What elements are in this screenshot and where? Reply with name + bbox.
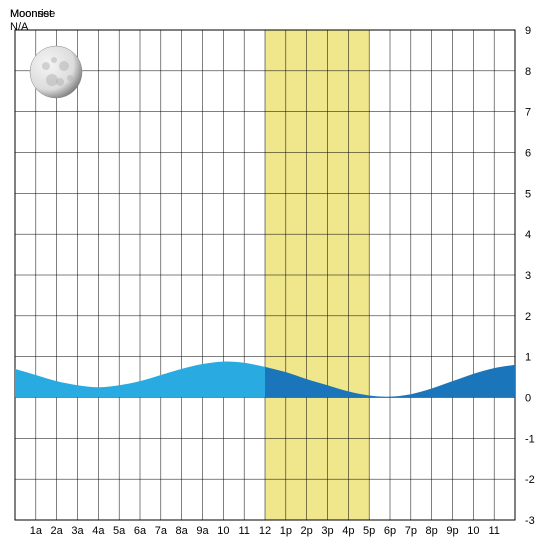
x-tick-label: 1a [30,525,43,537]
y-tick-label: 7 [525,107,531,119]
x-tick-label: 4a [92,525,105,537]
x-tick-label: 1p [280,525,292,537]
x-tick-label: 4p [342,525,354,537]
y-tick-label: 2 [525,311,531,323]
y-tick-label: 9 [525,25,531,37]
x-tick-label: 6p [384,525,396,537]
y-tick-label: 1 [525,352,531,364]
x-tick-label: 7a [155,525,168,537]
x-tick-label: 11 [488,525,499,537]
y-tick-label: 8 [525,66,531,78]
na-label: N/A [10,21,55,34]
x-tick-label: 12 [259,525,271,537]
x-tick-label: 10 [217,525,229,537]
y-tick-label: -3 [525,515,535,527]
x-tick-label: 9a [196,525,209,537]
y-tick-label: 0 [525,393,531,405]
x-tick-label: 5a [113,525,126,537]
moon-icon [30,46,82,98]
moonset-label: Moonset [10,8,52,21]
tide-chart: 1a2a3a4a5a6a7a8a9a1011121p2p3p4p5p6p7p8p… [0,0,550,550]
y-tick-label: 5 [525,188,531,200]
x-tick-label: 6a [134,525,147,537]
x-tick-label: 5p [363,525,375,537]
x-tick-label: 3p [321,525,333,537]
y-tick-label: -2 [525,474,535,486]
y-tick-label: -1 [525,433,535,445]
y-tick-label: 6 [525,148,531,160]
x-tick-label: 8p [426,525,438,537]
x-tick-label: 9p [446,525,458,537]
x-tick-label: 11 [238,525,249,537]
x-tick-label: 2a [51,525,64,537]
header-labels: Moonrise Moonset N/A [10,8,55,34]
x-tick-label: 7p [405,525,417,537]
x-tick-label: 3a [71,525,84,537]
x-tick-label: 2p [301,525,313,537]
y-tick-label: 4 [525,229,531,241]
x-tick-label: 10 [467,525,479,537]
x-tick-label: 8a [176,525,189,537]
y-tick-label: 3 [525,270,531,282]
